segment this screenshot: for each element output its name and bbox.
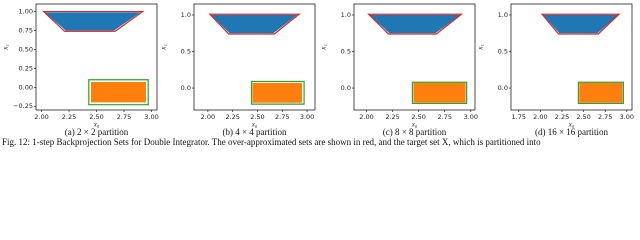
y-axis-label: x₁ [160,44,168,51]
region [540,13,621,35]
figure: Fig. 12: 1-step Backprojection Sets for … [2,3,634,147]
x-tick-label: 2.75 [438,113,452,121]
x-tick-label: 2.75 [275,113,289,121]
y-axis-label: x₁ [477,44,485,51]
subplot: 2.00 2.25 2.50 2.75 3.00 0.0 0.5 1.0 x₀ x₁ (c) 8 ×… [320,3,478,137]
y-tick-label: −0.25 [13,102,33,110]
region [579,82,623,103]
y-tick-label: 0.5 [498,48,508,56]
y-tick-label: 1.0 [341,11,351,19]
y-tick-label: 1.0 [498,11,508,19]
x-tick-label: 2.00 [533,113,547,121]
y-tick-label: 0.5 [341,48,351,56]
region [44,12,141,31]
y-tick-label: 0.25 [19,64,33,72]
x-tick-label: 2.00 [359,113,373,121]
region [250,80,305,105]
region [252,82,303,103]
x-tick-label: 2.25 [555,113,569,121]
x-tick-label: 3.00 [144,113,158,121]
y-axis-label: x₁ [320,44,328,51]
subplot: 2.00 2.25 2.50 2.75 3.00 −0.25 0.00 0.25 0.50 0.7… [2,3,159,137]
region [91,81,146,103]
y-tick-label: 0.0 [181,84,191,92]
x-tick-label: 3.00 [300,113,314,121]
x-tick-label: 1.75 [512,113,526,121]
x-axis-label: x₀ [411,121,418,129]
x-tick-label: 2.75 [598,113,612,121]
x-tick-label: 2.50 [250,113,264,121]
axes-frame [193,3,316,111]
x-axis-label: x₀ [251,121,258,129]
y-tick-label: 0.0 [498,84,508,92]
x-tick-label: 2.25 [385,113,399,121]
x-tick-label: 2.75 [117,113,131,121]
x-tick-label: 2.50 [411,113,425,121]
y-tick-label: 0.5 [181,48,191,56]
region [542,14,619,34]
y-tick-label: 0.0 [341,84,351,92]
page: {"charts":[ {"type":"region","caption":"… [1,3,635,148]
subplot-caption: (a) 2 × 2 partition [65,127,129,137]
subplot: 1.75 2.00 2.25 2.50 2.75 3.00 0.0 0.5 1.0 x₀ x₁ (d)… [477,3,634,137]
axes-frame [510,3,633,111]
y-axis-label: x₁ [2,44,10,51]
y-tick-label: 0.50 [19,45,33,53]
region [208,13,301,35]
subplot-caption: (c) 8 × 8 partition [383,127,447,137]
region [411,81,468,105]
x-tick-label: 3.00 [620,113,634,121]
x-tick-label: 2.25 [225,113,239,121]
x-tick-label: 2.00 [201,113,215,121]
figure-caption: Fig. 12: 1-step Backprojection Sets for … [2,137,541,147]
x-tick-label: 2.00 [34,113,48,121]
x-tick-label: 2.50 [576,113,590,121]
region [88,79,149,106]
region [210,14,298,34]
subplot: 2.00 2.25 2.50 2.75 3.00 0.0 0.5 1.0 x₀ x₁ (b) 4 ×… [160,3,316,137]
x-axis-label: x₀ [568,121,575,129]
y-tick-label: 0.75 [19,27,33,35]
subplot-caption: (b) 4 × 4 partition [222,127,287,137]
y-tick-label: 0.00 [19,83,33,91]
region [413,82,466,103]
y-tick-label: 1.0 [181,11,191,19]
x-tick-label: 2.50 [89,113,103,121]
y-tick-label: 1.00 [19,8,33,16]
region [369,14,461,34]
region [42,10,145,32]
x-tick-label: 2.25 [62,113,76,121]
axes-frame [353,3,476,111]
region [367,13,464,35]
x-axis-label: x₀ [93,121,100,129]
region [577,81,624,105]
x-tick-label: 3.00 [464,113,478,121]
subplot-caption: (d) 16 × 16 partition [535,127,609,137]
